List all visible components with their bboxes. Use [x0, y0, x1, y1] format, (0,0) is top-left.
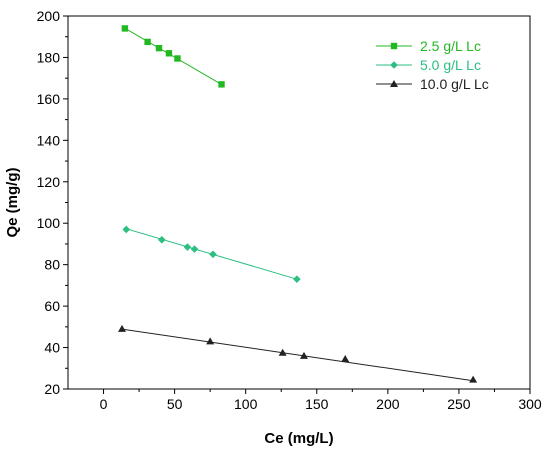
y-tick-label: 180	[37, 49, 61, 65]
data-point	[190, 245, 199, 253]
y-tick-label: 40	[44, 340, 60, 356]
data-point	[183, 243, 192, 251]
data-point	[209, 250, 217, 259]
y-tick-label: 160	[37, 91, 61, 107]
data-point	[174, 55, 181, 62]
data-point	[206, 337, 215, 345]
legend-marker	[390, 61, 398, 69]
data-point	[121, 25, 129, 32]
x-tick-label: 50	[167, 396, 183, 412]
data-point	[341, 354, 350, 362]
legend: 2.5 g/L Lc 5.0 g/L Lc 10.0 g/L Lc	[376, 38, 489, 92]
y-tick-label: 140	[37, 132, 61, 148]
data-point	[118, 324, 127, 332]
x-axis-title: Ce (mg/L)	[264, 430, 333, 447]
data-point	[144, 38, 151, 46]
y-tick-label: 100	[37, 215, 61, 231]
series-2	[122, 225, 301, 283]
y-tick-label: 120	[37, 174, 61, 190]
data-point	[155, 44, 163, 52]
y-axis-title: Qe (mg/g)	[4, 167, 21, 237]
data-point	[165, 50, 173, 57]
data-point	[278, 348, 287, 356]
data-point	[158, 236, 166, 244]
x-tick-label: 200	[376, 396, 400, 412]
y-tick-label: 80	[44, 257, 60, 273]
y-tick-label: 200	[37, 8, 61, 24]
x-tick-label: 150	[305, 396, 329, 412]
legend-label: 5.0 g/L Lc	[420, 57, 481, 73]
data-point	[299, 351, 308, 359]
series-line	[120, 328, 474, 382]
series-3	[118, 324, 478, 383]
plot-area: 0 50 100 150 200 250 300 20 40 60 80 100 120 140 160 18…	[37, 8, 542, 412]
x-tick-label: 250	[447, 396, 471, 412]
legend-marker	[390, 42, 398, 50]
x-tick-label: 300	[518, 396, 542, 412]
series-line	[123, 26, 222, 85]
data-point	[293, 275, 301, 283]
series-1	[121, 25, 225, 88]
data-point	[122, 225, 131, 234]
y-tick-label: 60	[44, 298, 60, 314]
y-tick-label: 20	[44, 381, 60, 397]
x-tick-label: 100	[234, 396, 258, 412]
legend-label: 2.5 g/L Lc	[420, 38, 481, 54]
data-point	[218, 81, 225, 88]
x-tick-label: 0	[100, 396, 108, 412]
data-point	[469, 375, 478, 383]
legend-marker	[390, 80, 398, 87]
legend-label: 10.0 g/L Lc	[420, 76, 489, 92]
